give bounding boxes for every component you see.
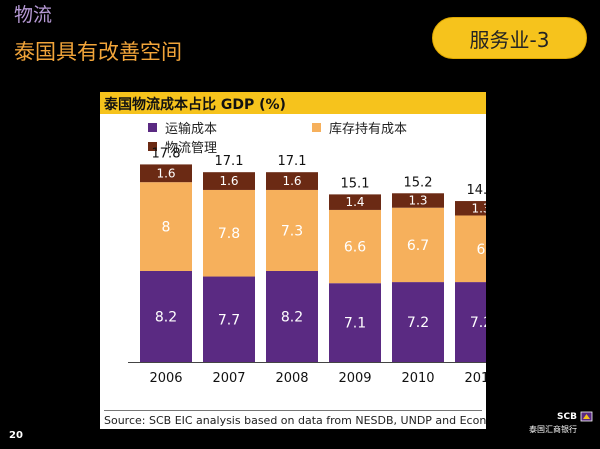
bar-segment bbox=[140, 182, 192, 271]
x-tick-label: 2006 bbox=[149, 371, 182, 386]
legend-swatch-management bbox=[148, 142, 157, 151]
data-label: 1.3 bbox=[471, 201, 486, 215]
bar-segment bbox=[455, 215, 486, 283]
data-label: 1.6 bbox=[156, 166, 175, 180]
legend-item-management: 物流管理 bbox=[148, 137, 217, 156]
total-label: 15.2 bbox=[404, 175, 433, 190]
bar-segment bbox=[266, 270, 318, 362]
bar-segment bbox=[455, 282, 486, 362]
data-label: 1.3 bbox=[408, 193, 427, 207]
brand-name: SCB bbox=[557, 411, 577, 422]
data-label: 1.6 bbox=[219, 174, 238, 188]
chart-header-bar: 泰国物流成本占比 GDP (%) bbox=[100, 92, 486, 114]
scb-logo-icon bbox=[580, 411, 593, 422]
data-label: 8.2 bbox=[281, 309, 303, 325]
bar-segment bbox=[329, 283, 381, 362]
legend-item-transport: 运输成本 bbox=[148, 118, 217, 137]
x-tick-label: 2010 bbox=[401, 371, 434, 386]
data-label: 7.2 bbox=[407, 315, 429, 331]
x-tick-label: 2009 bbox=[338, 371, 371, 386]
bar-segment bbox=[392, 282, 444, 362]
data-label: 7.2 bbox=[470, 315, 486, 331]
bar-segment bbox=[329, 209, 381, 284]
chart-plot: 8.2 8 1.6 17.8 2006 7.7 7.8 1.6 17.1 2007 8.2 7.3 1.… bbox=[128, 146, 486, 386]
legend-swatch-inventory bbox=[312, 123, 321, 132]
legend-label-transport: 运输成本 bbox=[165, 122, 218, 137]
bar-segment bbox=[266, 172, 318, 190]
data-label: 7.7 bbox=[218, 312, 240, 328]
total-label: 17.1 bbox=[215, 154, 244, 169]
data-label: 6 bbox=[477, 242, 486, 258]
bar-segment bbox=[203, 189, 255, 277]
chart-title: 泰国物流成本占比 GDP (%) bbox=[104, 97, 286, 113]
bar-segment bbox=[266, 189, 318, 271]
data-label: 1.4 bbox=[345, 195, 364, 209]
bar-segment bbox=[392, 193, 444, 208]
chart-source: Source: SCB EIC analysis based on data f… bbox=[104, 410, 486, 427]
bar-segment bbox=[203, 276, 255, 362]
data-label: 7.1 bbox=[344, 316, 366, 332]
bar-segment bbox=[329, 194, 381, 210]
legend-swatch-transport bbox=[148, 123, 157, 132]
brand-subtitle: 泰国汇商银行 bbox=[529, 425, 577, 434]
slide-title: 物流 bbox=[14, 4, 53, 26]
data-label: 6.7 bbox=[407, 238, 429, 254]
total-label: 15.1 bbox=[341, 176, 370, 191]
data-label: 1.6 bbox=[282, 174, 301, 188]
chart-panel: 泰国物流成本占比 GDP (%) 运输成本 库存持有成本 物流管理 8.2 8 1.… bbox=[100, 92, 486, 429]
bar-segment bbox=[392, 207, 444, 283]
data-label: 7.8 bbox=[218, 226, 240, 242]
brand-block: SCB 泰国汇商银行 bbox=[505, 410, 593, 435]
total-label: 17.1 bbox=[278, 154, 307, 169]
x-tick-label: 2007 bbox=[212, 371, 245, 386]
x-tick-label: 2011 bbox=[464, 371, 486, 386]
data-label: 8.2 bbox=[155, 309, 177, 325]
legend-label-inventory: 库存持有成本 bbox=[329, 122, 408, 137]
bar-segment bbox=[140, 270, 192, 362]
section-tag: 服务业-3 bbox=[432, 17, 587, 59]
page-number: 20 bbox=[9, 430, 23, 441]
bar-segment bbox=[203, 172, 255, 190]
x-tick-label: 2008 bbox=[275, 371, 308, 386]
legend-item-inventory: 库存持有成本 bbox=[312, 118, 407, 137]
section-tag-label: 服务业-3 bbox=[469, 27, 550, 52]
legend-label-management: 物流管理 bbox=[165, 141, 218, 156]
data-label: 6.6 bbox=[344, 240, 366, 256]
data-label: 8 bbox=[162, 220, 171, 236]
total-label: 17.8 bbox=[152, 146, 181, 161]
bar-segment bbox=[140, 164, 192, 183]
slide-subtitle: 泰国具有改善空间 bbox=[14, 40, 182, 64]
data-label: 7.3 bbox=[281, 223, 303, 239]
bar-segment bbox=[455, 201, 486, 216]
total-label: 14.5 bbox=[467, 183, 486, 198]
